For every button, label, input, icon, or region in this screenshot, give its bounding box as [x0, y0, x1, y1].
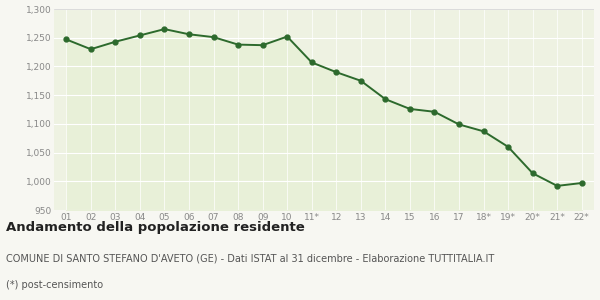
Text: (*) post-censimento: (*) post-censimento: [6, 280, 103, 290]
Text: Andamento della popolazione residente: Andamento della popolazione residente: [6, 220, 305, 233]
Text: COMUNE DI SANTO STEFANO D'AVETO (GE) - Dati ISTAT al 31 dicembre - Elaborazione : COMUNE DI SANTO STEFANO D'AVETO (GE) - D…: [6, 254, 494, 263]
